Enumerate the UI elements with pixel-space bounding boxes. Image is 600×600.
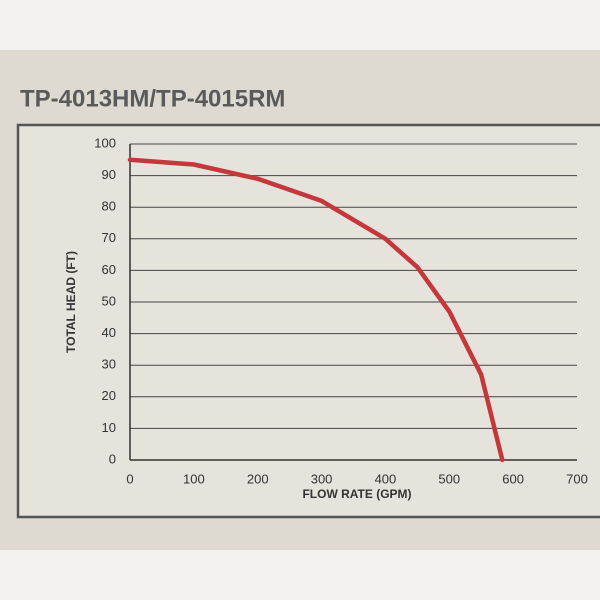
x-tick-label: 300 (311, 471, 333, 486)
y-tick-label: 20 (102, 388, 116, 403)
y-tick-label: 50 (102, 293, 116, 308)
curve (127, 157, 505, 463)
x-axis-title: FLOW RATE (GPM) (302, 487, 411, 501)
y-tick-label: 10 (102, 420, 116, 435)
y-tick-label: 60 (102, 262, 116, 277)
x-tick-label: 700 (566, 471, 588, 486)
x-tick-label: 400 (375, 471, 397, 486)
y-tick-label: 30 (102, 357, 116, 372)
x-tick-label: 0 (126, 471, 133, 486)
y-tick-label: 70 (102, 230, 116, 245)
y-axis-title: TOTAL HEAD (FT) (64, 251, 78, 353)
x-tick-label: 500 (438, 471, 460, 486)
chart-title: TP-4013HM/TP-4015RM (20, 85, 285, 112)
chart-frame (16, 123, 600, 519)
y-tick-label: 0 (109, 451, 116, 466)
y-tick-label: 40 (102, 325, 116, 340)
x-tick-label: 200 (247, 471, 269, 486)
y-tick-label: 80 (102, 199, 116, 214)
y-tick-label: 90 (102, 167, 116, 182)
y-tick-label: 100 (94, 135, 116, 150)
x-tick-label: 600 (502, 471, 524, 486)
x-tick-label: 100 (183, 471, 205, 486)
